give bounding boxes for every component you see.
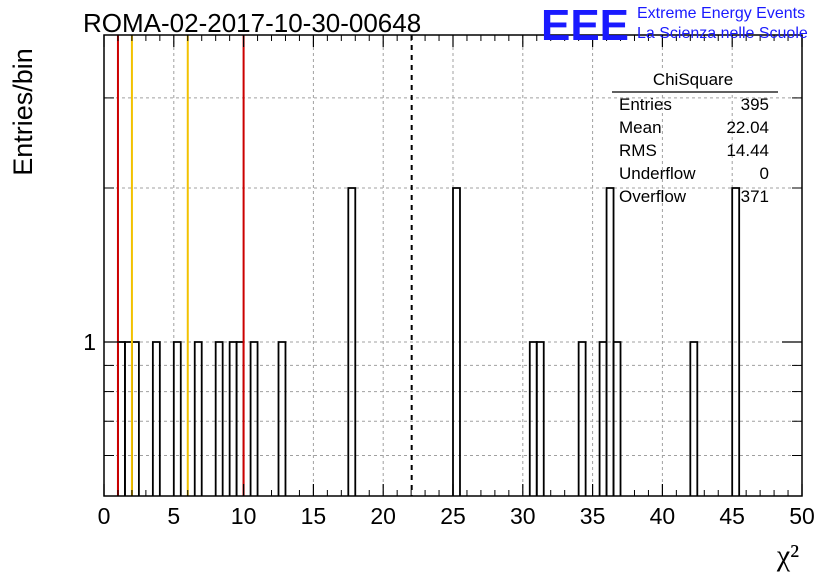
run-title: ROMA-02-2017-10-30-00648 <box>83 8 421 38</box>
x-tick-label: 5 <box>167 503 180 529</box>
x-tick-label: 50 <box>789 503 815 529</box>
x-tick-label: 30 <box>510 503 536 529</box>
histogram-bin <box>172 341 182 496</box>
stats-rows: Entries 395 Mean 22.04 RMS 14.44 Underflow 0 Ove… <box>619 95 769 206</box>
y-tick-label: 1 <box>83 329 96 355</box>
stats-label: Overflow <box>619 187 687 206</box>
x-tick-label: 25 <box>440 503 466 529</box>
x-tick-label: 10 <box>231 503 257 529</box>
stats-label: Underflow <box>619 164 696 183</box>
histogram-bin <box>347 187 357 496</box>
histogram-bin <box>612 341 622 496</box>
logo-line-2: La Scienza nelle Scuole <box>637 25 808 42</box>
stats-label: Mean <box>619 118 662 137</box>
histogram-bin <box>249 341 259 496</box>
x-tick-label: 15 <box>301 503 327 529</box>
stats-title: ChiSquare <box>653 70 733 89</box>
histogram-bin <box>151 341 161 496</box>
x-tick-label: 0 <box>98 503 111 529</box>
y-axis-label: Entries/bin <box>8 48 38 176</box>
histogram-bin <box>277 341 287 496</box>
axes: 0 5 10 15 20 25 30 35 40 45 50 1 <box>83 35 815 529</box>
x-axis-label: χ² <box>776 539 799 572</box>
logo-text: EEE <box>541 1 629 50</box>
stats-value: 395 <box>741 95 769 114</box>
stats-value: 22.04 <box>726 118 769 137</box>
stats-label: Entries <box>619 95 672 114</box>
x-tick-label: 20 <box>370 503 396 529</box>
eee-logo: EEE Extreme Energy Events La Scienza nel… <box>541 1 808 50</box>
marker-lines <box>116 35 413 496</box>
histogram-bin <box>214 341 224 496</box>
stats-value: 0 <box>760 164 769 183</box>
stats-label: RMS <box>619 141 657 160</box>
x-tick-label: 35 <box>580 503 606 529</box>
histogram-bin <box>731 187 741 496</box>
stats-box: ChiSquare Entries 395 Mean 22.04 RMS 14.44 Und… <box>612 68 778 206</box>
x-tick-label: 45 <box>719 503 745 529</box>
logo-line-1: Extreme Energy Events <box>637 5 805 22</box>
histogram-bin <box>452 187 461 496</box>
stats-box-title-bg <box>613 68 777 92</box>
histogram-bin <box>193 341 203 496</box>
stats-value: 371 <box>741 187 769 206</box>
x-tick-label: 40 <box>650 503 676 529</box>
histogram-bin <box>577 341 587 496</box>
histogram-bin <box>535 341 545 496</box>
stats-value: 14.44 <box>726 141 769 160</box>
histogram-bin <box>689 341 699 496</box>
